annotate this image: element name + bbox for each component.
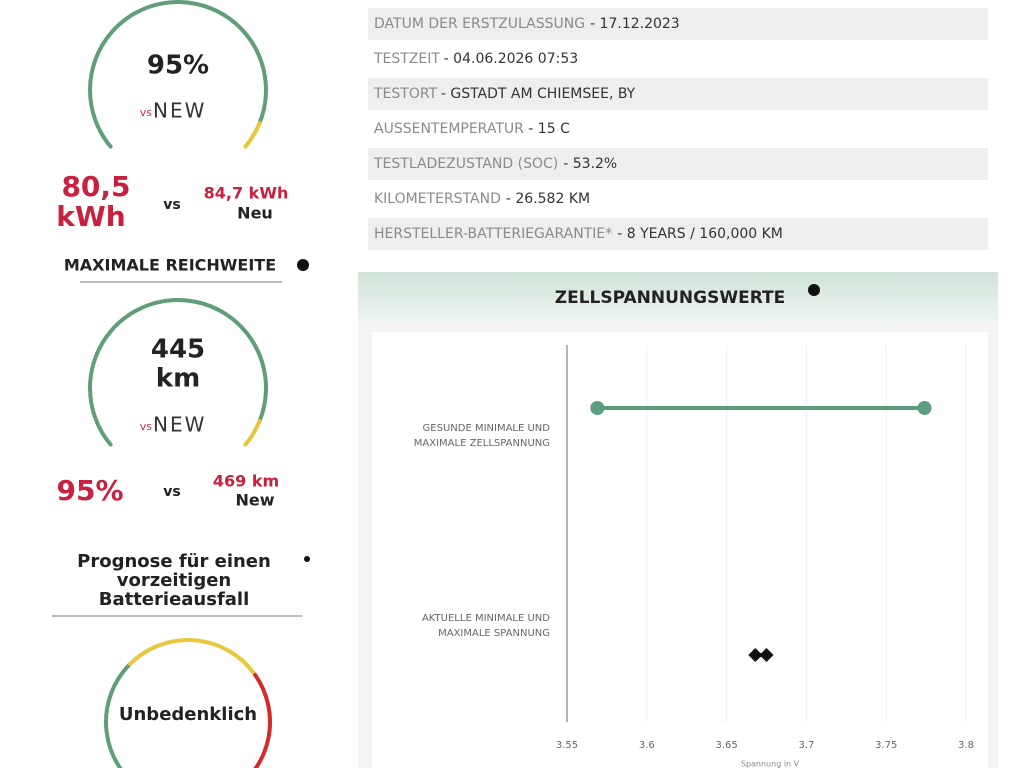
vs: vs <box>163 484 180 500</box>
row-background <box>368 78 988 110</box>
vs: vs <box>163 197 180 213</box>
point <box>748 648 763 662</box>
section-heading: Batterieausfall <box>99 589 250 610</box>
row-value: - 15 C <box>528 121 570 137</box>
gauge-arc <box>88 298 268 447</box>
x-tick-label: 3.75 <box>875 740 897 751</box>
current-value: 80,5 <box>61 170 130 203</box>
row-label: HERSTELLER-BATTERIEGARANTIE* <box>374 226 612 242</box>
new-label: New <box>235 491 274 510</box>
x-axis-label: Spannung in V <box>741 760 800 768</box>
row-value: - GSTADT AM CHIEMSEE, BY <box>441 86 636 102</box>
row-label: DATUM DER ERSTZULASSUNG <box>374 16 585 32</box>
logo: NEW <box>153 413 206 437</box>
category-label: AKTUELLE MINIMALE UND <box>422 613 550 624</box>
info-icon <box>808 284 820 296</box>
x-tick-label: 3.55 <box>556 740 578 751</box>
new-value: 84,7 kWh <box>204 184 289 203</box>
gauge-arc <box>104 662 133 768</box>
row-label: TESTZEIT <box>373 51 440 67</box>
info-row: DATUM DER ERSTZULASSUNG - 17.12.2023 <box>374 16 680 32</box>
gauge-arc <box>128 638 258 677</box>
gauge-arc <box>243 120 262 149</box>
row-value: - 04.06.2026 07:53 <box>444 51 578 67</box>
point <box>590 401 605 415</box>
row-background <box>368 8 988 40</box>
row-label: TESTLADEZUSTAND (SOC) <box>373 156 558 172</box>
current-value: 95% <box>56 474 123 507</box>
info-icon <box>304 556 310 562</box>
new-value: 469 km <box>213 472 279 491</box>
gauge-value: 95% <box>147 51 209 81</box>
gauge-arc <box>253 672 272 768</box>
row-value: - 17.12.2023 <box>590 16 680 32</box>
new-label: Neu <box>237 204 273 223</box>
info-icon <box>297 259 309 271</box>
info-row: KILOMETERSTAND - 26.582 KM <box>374 191 590 207</box>
row-label: AUSSENTEMPERATUR <box>374 121 524 137</box>
point <box>917 401 932 415</box>
section-heading: Prognose für einen <box>77 551 271 572</box>
section-heading: MAXIMALE REICHWEITE <box>64 256 276 275</box>
plot-area <box>372 332 988 768</box>
category-label: MAXIMALE ZELLSPANNUNG <box>414 438 550 449</box>
point <box>759 648 774 662</box>
section-heading: vorzeitigen <box>117 570 232 591</box>
gauge-arc <box>88 0 268 149</box>
info-row: TESTLADEZUSTAND (SOC) - 53.2% <box>373 156 617 172</box>
x-tick-label: 3.6 <box>639 740 655 751</box>
gauge-arc <box>243 418 262 447</box>
logo: NEW <box>153 99 206 123</box>
chart: 3.55 3.6 3.65 3.7 3.75 3.8 Spannung in V GESUND… <box>414 345 974 768</box>
x-tick-label: 3.7 <box>798 740 814 751</box>
x-tick-label: 3.8 <box>958 740 974 751</box>
left-column: 95% vs NEW 80,5 kWh vs 84,7 kWh Neu MAXI… <box>52 0 310 768</box>
info-table: DATUM DER ERSTZULASSUNG - 17.12.2023 TESTZ… <box>368 8 988 250</box>
row-value: - 8 YEARS / 160,000 KM <box>617 226 783 242</box>
row-value: - 26.582 KM <box>506 191 590 207</box>
info-row: AUSSENTEMPERATUR - 15 C <box>374 121 570 137</box>
current-unit: kWh <box>56 200 125 233</box>
info-row: HERSTELLER-BATTERIEGARANTIE* - 8 YEARS / … <box>374 226 783 242</box>
row-background <box>368 218 988 250</box>
chart-title: ZELLSPANNUNGSWERTE <box>555 288 786 308</box>
category-label: MAXIMALE SPANNUNG <box>438 628 550 639</box>
row-background <box>368 148 988 180</box>
chart-header <box>358 272 998 322</box>
row-value: - 53.2% <box>563 156 617 172</box>
info-row: TESTZEIT - 04.06.2026 07:53 <box>373 51 578 67</box>
row-label: KILOMETERSTAND <box>374 191 501 207</box>
category-label: GESUNDE MINIMALE UND <box>423 423 551 434</box>
x-tick-label: 3.65 <box>715 740 737 751</box>
gauge-value: 445 <box>151 335 205 365</box>
logo-prefix: vs <box>140 420 153 433</box>
row-label: TESTORT <box>373 86 438 102</box>
logo-prefix: vs <box>140 106 153 119</box>
gauge-unit: km <box>156 364 200 394</box>
gauge-value: Unbedenklich <box>119 704 257 725</box>
info-row: TESTORT - GSTADT AM CHIEMSEE, BY <box>373 86 636 102</box>
